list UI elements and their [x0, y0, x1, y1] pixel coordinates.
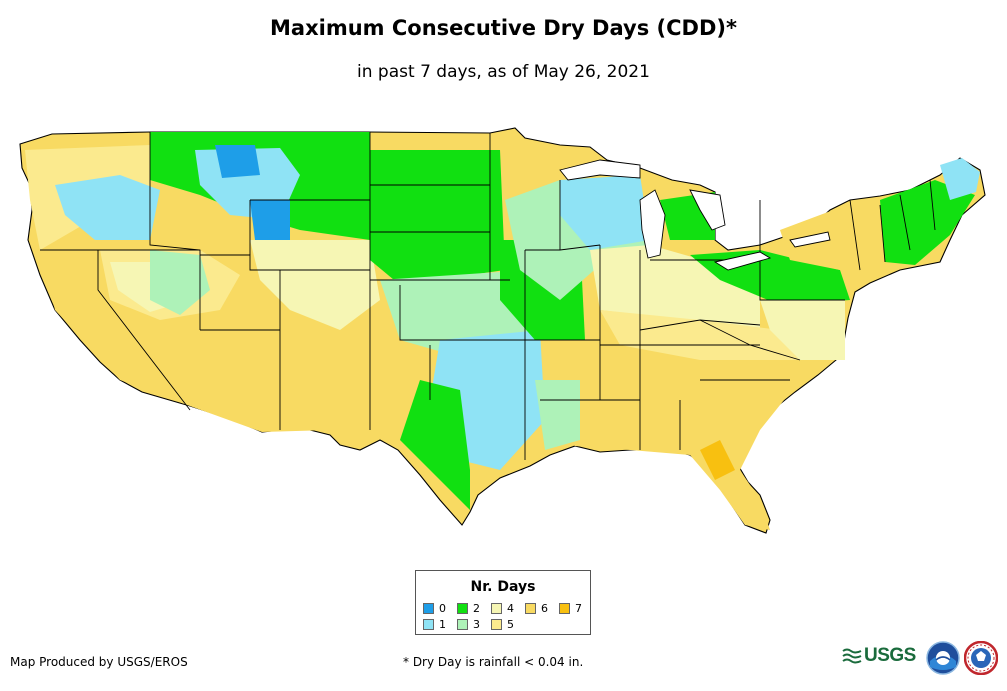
legend-title: Nr. Days	[470, 579, 536, 595]
legend-label: 3	[473, 618, 480, 631]
legend-item: 0	[423, 602, 446, 615]
legend-swatch	[559, 603, 570, 614]
legend-item: 2	[457, 602, 480, 615]
zone-4-colorado	[250, 240, 380, 330]
legend-item: 4	[491, 602, 514, 615]
usgs-wordmark: USGS	[864, 645, 916, 666]
legend-label: 4	[507, 602, 514, 615]
legend-swatch	[423, 603, 434, 614]
legend-label: 7	[575, 602, 582, 615]
dry-day-zones	[25, 132, 980, 530]
great-lakes	[559, 159, 831, 271]
zone-7-south	[700, 440, 735, 480]
legend-item: 7	[559, 602, 582, 615]
lake-superior	[559, 159, 641, 181]
map-title: Maximum Consecutive Dry Days (CDD)*	[270, 16, 737, 40]
legend-grid: 0 1 2 3 4 5 6 7	[423, 602, 593, 632]
legend-swatch	[457, 619, 468, 630]
lake-huron	[689, 189, 726, 231]
noaa-logo-icon	[926, 641, 960, 675]
legend-label: 0	[439, 602, 446, 615]
zone-1-maine	[940, 158, 980, 200]
usgs-logo: USGS	[842, 643, 916, 669]
zone-0-wyoming	[250, 200, 290, 240]
legend-swatch	[491, 603, 502, 614]
lake-erie	[713, 251, 772, 271]
zone-3-utah	[150, 250, 210, 315]
usgs-waves-icon	[842, 648, 862, 664]
legend-label: 6	[541, 602, 548, 615]
legend: Nr. Days 0 1 2 3 4 5 6	[415, 570, 591, 635]
legend-item: 6	[525, 602, 548, 615]
zone-1-idaho	[55, 175, 160, 240]
zone-4-mid-atlantic	[760, 300, 845, 360]
zone-3-delta	[535, 380, 580, 450]
zone-6-northeast	[780, 200, 890, 270]
zone-6-southeast	[545, 345, 800, 530]
legend-label: 2	[473, 602, 480, 615]
nws-logo-icon	[964, 641, 998, 675]
legend-item: 5	[491, 618, 514, 631]
zone-2-dakotas	[368, 150, 505, 285]
agency-logos: USGS	[842, 639, 1002, 679]
zone-1-wisconsin	[560, 175, 650, 250]
legend-swatch	[525, 603, 536, 614]
lake-ontario	[789, 231, 831, 248]
state-borders	[40, 132, 936, 460]
zone-2-texas	[400, 380, 470, 510]
legend-item: 3	[457, 618, 480, 631]
legend-item: 1	[423, 618, 446, 631]
zone-5-appalachia	[600, 310, 800, 360]
dry-day-footnote: * Dry Day is rainfall < 0.04 in.	[403, 655, 584, 669]
legend-label: 1	[439, 618, 446, 631]
zone-0-montana	[215, 145, 260, 178]
legend-label: 5	[507, 618, 514, 631]
map-subtitle: in past 7 days, as of May 26, 2021	[357, 62, 650, 82]
legend-swatch	[423, 619, 434, 630]
legend-swatch	[491, 619, 502, 630]
lake-michigan	[639, 189, 666, 259]
legend-swatch	[457, 603, 468, 614]
producer-credit: Map Produced by USGS/EROS	[10, 655, 188, 669]
zone-2-new-england	[880, 180, 975, 265]
